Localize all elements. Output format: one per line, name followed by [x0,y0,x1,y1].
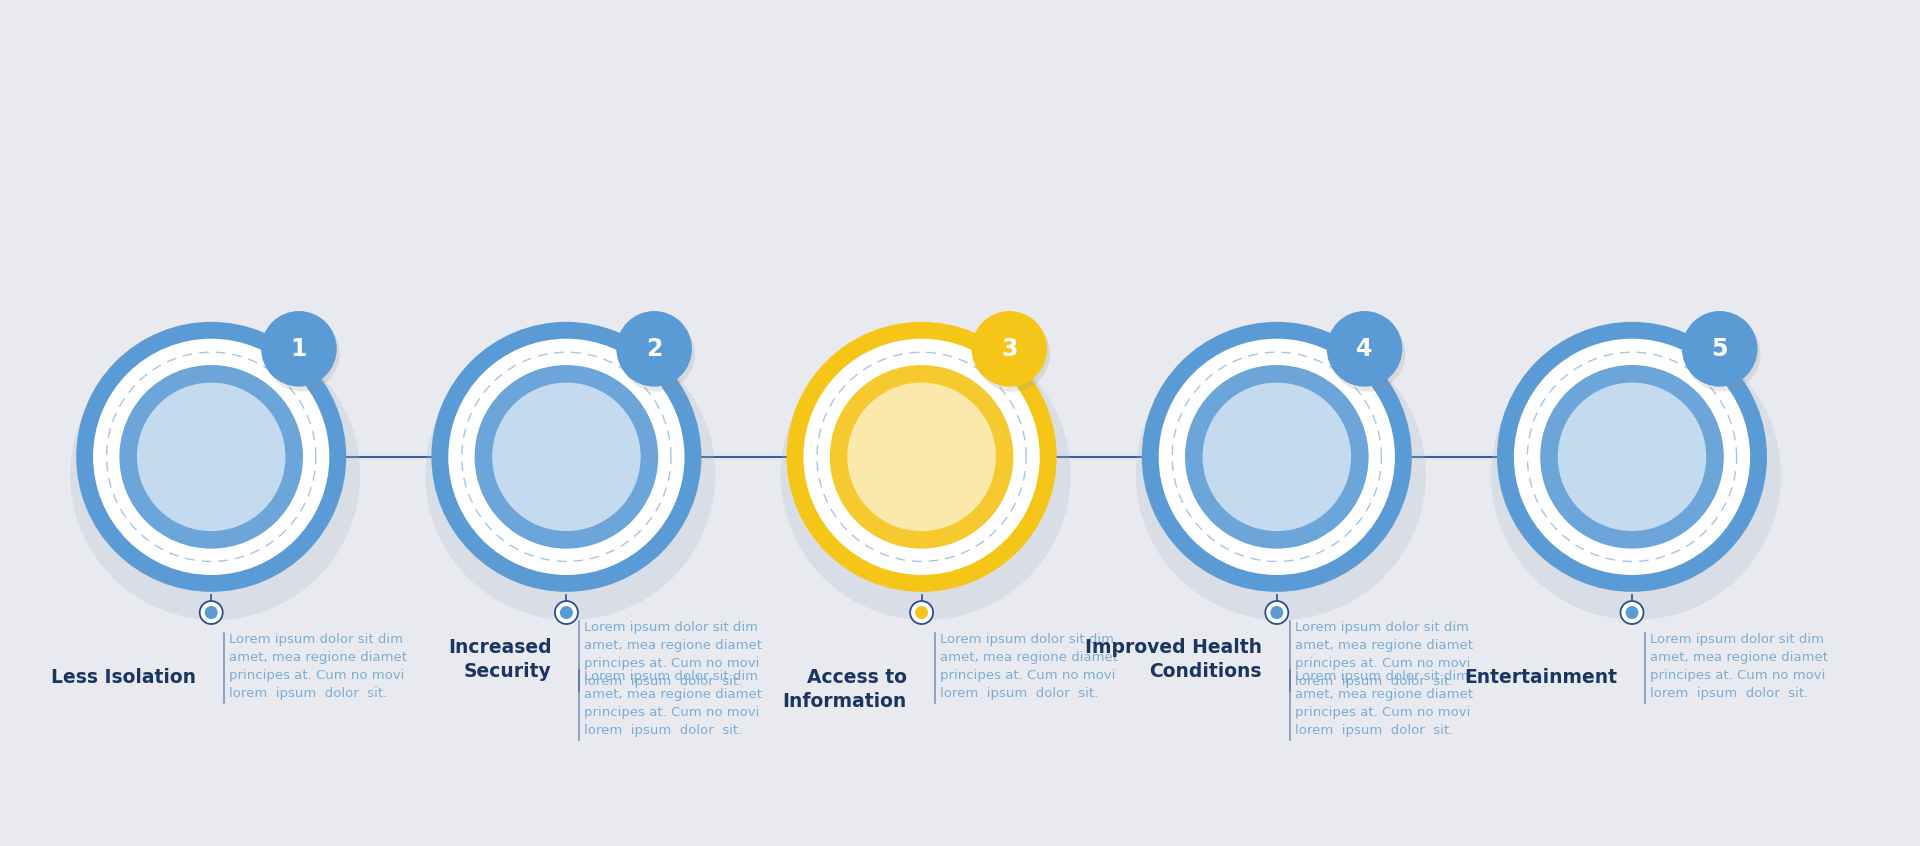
Circle shape [119,365,303,549]
Circle shape [972,311,1046,387]
Ellipse shape [424,330,716,620]
Ellipse shape [1135,330,1427,620]
Circle shape [200,601,223,624]
Circle shape [265,316,340,392]
Circle shape [803,338,1041,575]
Circle shape [1271,606,1283,619]
Text: Lorem ipsum dolor sit dim
amet, mea regione diamet
principes at. Cum no movi
lor: Lorem ipsum dolor sit dim amet, mea regi… [1649,633,1828,700]
Circle shape [1686,316,1761,392]
Ellipse shape [69,330,361,620]
Circle shape [1620,601,1644,624]
Text: 1: 1 [290,337,307,361]
Text: Lorem ipsum dolor sit dim
amet, mea regione diamet
principes at. Cum no movi
lor: Lorem ipsum dolor sit dim amet, mea regi… [1294,620,1473,688]
Text: 5: 5 [1711,337,1728,361]
Circle shape [92,338,330,575]
Circle shape [1331,316,1405,392]
Circle shape [1185,365,1369,549]
Text: Lorem ipsum dolor sit dim
amet, mea regione diamet
principes at. Cum no movi
lor: Lorem ipsum dolor sit dim amet, mea regi… [584,620,762,688]
Circle shape [1158,338,1396,575]
Text: Entertainment: Entertainment [1465,667,1617,687]
Circle shape [561,606,572,619]
Circle shape [136,382,286,531]
Circle shape [975,316,1050,392]
Text: Lorem ipsum dolor sit dim
amet, mea regione diamet
principes at. Cum no movi
lor: Lorem ipsum dolor sit dim amet, mea regi… [1294,669,1473,737]
Circle shape [1327,311,1402,387]
Circle shape [1557,382,1707,531]
Circle shape [829,365,1014,549]
Circle shape [205,606,217,619]
Text: Increased
Security: Increased Security [447,638,551,681]
Circle shape [1626,606,1638,619]
Text: 4: 4 [1356,337,1373,361]
Text: 3: 3 [1000,337,1018,361]
Text: Lorem ipsum dolor sit dim
amet, mea regione diamet
principes at. Cum no movi
lor: Lorem ipsum dolor sit dim amet, mea regi… [939,633,1117,700]
Circle shape [787,321,1056,592]
Circle shape [447,338,685,575]
Circle shape [474,365,659,549]
Text: Improved Health
Conditions: Improved Health Conditions [1085,638,1261,681]
Circle shape [1540,365,1724,549]
Circle shape [492,382,641,531]
Circle shape [916,606,927,619]
Circle shape [432,321,701,592]
Circle shape [616,311,691,387]
Circle shape [847,382,996,531]
Circle shape [1265,601,1288,624]
Circle shape [1202,382,1352,531]
Circle shape [910,601,933,624]
Ellipse shape [1490,330,1782,620]
Circle shape [620,316,695,392]
Text: Lorem ipsum dolor sit dim
amet, mea regione diamet
principes at. Cum no movi
lor: Lorem ipsum dolor sit dim amet, mea regi… [584,669,762,737]
Text: Access to
Information: Access to Information [781,667,906,711]
Circle shape [261,311,336,387]
Ellipse shape [780,330,1071,620]
Text: Less Isolation: Less Isolation [52,667,196,687]
Circle shape [1498,321,1766,592]
Circle shape [1682,311,1757,387]
Text: Lorem ipsum dolor sit dim
amet, mea regione diamet
principes at. Cum no movi
lor: Lorem ipsum dolor sit dim amet, mea regi… [228,633,407,700]
Circle shape [1513,338,1751,575]
Text: 2: 2 [645,337,662,361]
Circle shape [1142,321,1411,592]
Circle shape [555,601,578,624]
Circle shape [77,321,346,592]
